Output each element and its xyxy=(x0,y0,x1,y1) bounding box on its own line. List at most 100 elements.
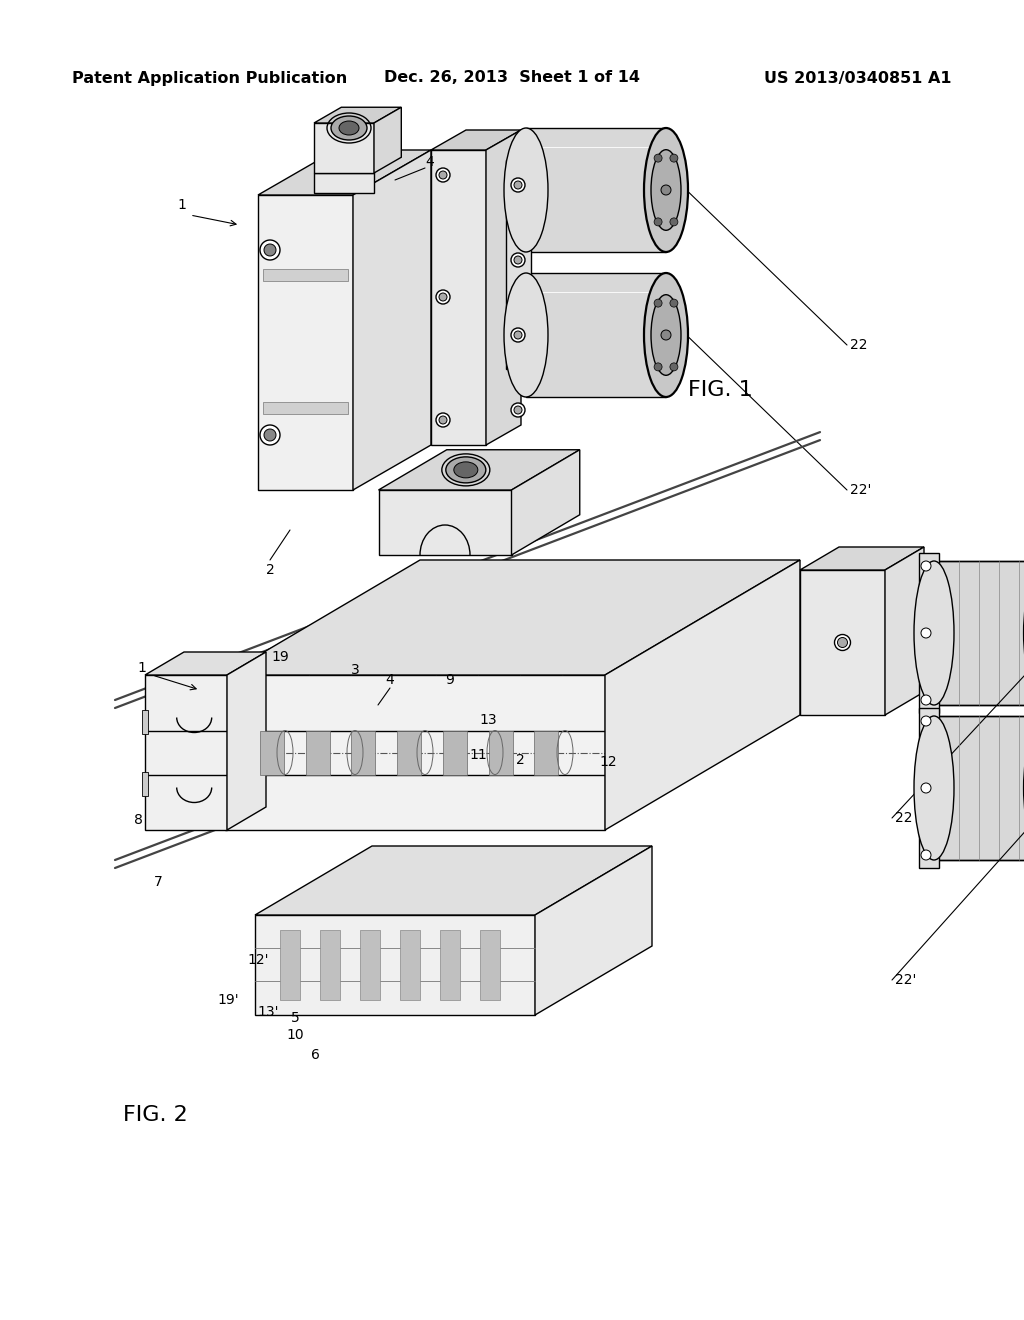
Ellipse shape xyxy=(670,154,678,162)
Polygon shape xyxy=(480,931,500,1001)
Text: Dec. 26, 2013  Sheet 1 of 14: Dec. 26, 2013 Sheet 1 of 14 xyxy=(384,70,640,86)
Ellipse shape xyxy=(654,300,663,308)
Polygon shape xyxy=(260,730,284,775)
Text: Patent Application Publication: Patent Application Publication xyxy=(72,70,347,86)
Ellipse shape xyxy=(670,218,678,226)
Polygon shape xyxy=(225,560,800,675)
Ellipse shape xyxy=(921,696,931,705)
Ellipse shape xyxy=(914,715,954,861)
Polygon shape xyxy=(145,652,266,675)
Ellipse shape xyxy=(339,121,359,135)
Text: 12': 12' xyxy=(247,953,268,968)
Ellipse shape xyxy=(264,429,276,441)
Text: 12: 12 xyxy=(599,755,616,770)
Text: 22: 22 xyxy=(895,810,912,825)
Ellipse shape xyxy=(511,327,525,342)
Text: 19': 19' xyxy=(217,993,239,1007)
Ellipse shape xyxy=(921,850,931,861)
Ellipse shape xyxy=(914,561,954,705)
Ellipse shape xyxy=(439,293,447,301)
Polygon shape xyxy=(934,561,1024,705)
Polygon shape xyxy=(605,560,800,830)
Text: 6: 6 xyxy=(310,1048,319,1063)
Polygon shape xyxy=(360,931,380,1001)
Polygon shape xyxy=(400,931,420,1001)
Polygon shape xyxy=(512,450,580,554)
Text: 13: 13 xyxy=(479,713,497,727)
Polygon shape xyxy=(379,490,512,554)
Text: 4: 4 xyxy=(426,154,434,169)
Ellipse shape xyxy=(921,628,931,638)
Ellipse shape xyxy=(504,273,548,397)
Polygon shape xyxy=(258,150,431,195)
Polygon shape xyxy=(379,450,580,490)
Polygon shape xyxy=(255,915,535,1015)
Ellipse shape xyxy=(651,149,681,230)
Text: 2: 2 xyxy=(265,564,274,577)
Polygon shape xyxy=(442,730,467,775)
Polygon shape xyxy=(319,931,340,1001)
Polygon shape xyxy=(800,570,885,715)
Ellipse shape xyxy=(514,256,522,264)
Ellipse shape xyxy=(504,128,548,252)
Ellipse shape xyxy=(670,300,678,308)
Polygon shape xyxy=(431,129,521,150)
Ellipse shape xyxy=(511,253,525,267)
Bar xyxy=(263,401,348,413)
Ellipse shape xyxy=(835,635,851,651)
Ellipse shape xyxy=(670,363,678,371)
Polygon shape xyxy=(227,652,266,830)
Polygon shape xyxy=(800,546,924,570)
Polygon shape xyxy=(314,123,374,173)
Text: FIG. 2: FIG. 2 xyxy=(123,1105,187,1125)
Bar xyxy=(263,269,348,281)
Ellipse shape xyxy=(654,218,663,226)
Polygon shape xyxy=(526,273,666,397)
Ellipse shape xyxy=(644,128,688,252)
Bar xyxy=(142,771,148,796)
Text: 19: 19 xyxy=(271,649,289,664)
Polygon shape xyxy=(919,553,939,713)
Ellipse shape xyxy=(921,715,931,726)
Text: 5: 5 xyxy=(291,1011,299,1026)
Text: US 2013/0340851 A1: US 2013/0340851 A1 xyxy=(765,70,952,86)
Ellipse shape xyxy=(454,462,478,478)
Polygon shape xyxy=(486,129,521,445)
Ellipse shape xyxy=(651,294,681,375)
Ellipse shape xyxy=(921,561,931,572)
Text: 1: 1 xyxy=(177,198,186,213)
Polygon shape xyxy=(314,107,401,123)
Ellipse shape xyxy=(662,185,671,195)
Polygon shape xyxy=(306,730,330,775)
Polygon shape xyxy=(506,160,531,370)
Polygon shape xyxy=(535,730,558,775)
Text: 2: 2 xyxy=(516,752,524,767)
Ellipse shape xyxy=(439,172,447,180)
Text: 10: 10 xyxy=(286,1028,304,1041)
Text: 8: 8 xyxy=(133,813,142,828)
Ellipse shape xyxy=(260,240,280,260)
Ellipse shape xyxy=(436,290,450,304)
Ellipse shape xyxy=(921,783,931,793)
Polygon shape xyxy=(258,195,353,490)
Polygon shape xyxy=(314,173,374,193)
Polygon shape xyxy=(488,730,513,775)
Ellipse shape xyxy=(439,416,447,424)
Ellipse shape xyxy=(654,363,663,371)
Polygon shape xyxy=(885,546,924,715)
Polygon shape xyxy=(440,931,460,1001)
Text: 13': 13' xyxy=(257,1005,279,1019)
Text: 22': 22' xyxy=(850,483,871,498)
Polygon shape xyxy=(255,846,652,915)
Text: 7: 7 xyxy=(154,875,163,888)
Ellipse shape xyxy=(260,425,280,445)
Polygon shape xyxy=(280,931,300,1001)
Bar xyxy=(142,710,148,734)
Ellipse shape xyxy=(264,244,276,256)
Ellipse shape xyxy=(654,154,663,162)
Ellipse shape xyxy=(331,116,367,140)
Polygon shape xyxy=(431,150,486,445)
Text: 22': 22' xyxy=(895,973,916,987)
Polygon shape xyxy=(526,128,666,252)
Ellipse shape xyxy=(436,168,450,182)
